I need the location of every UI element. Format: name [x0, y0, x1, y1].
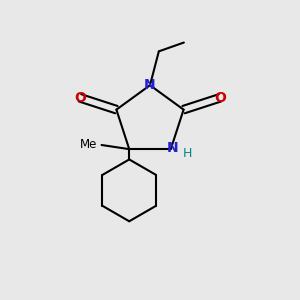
Text: N: N	[144, 78, 156, 92]
Text: N: N	[167, 141, 178, 155]
Text: H: H	[182, 147, 192, 160]
Text: Me: Me	[80, 139, 97, 152]
Text: O: O	[214, 91, 226, 105]
Text: O: O	[74, 91, 86, 105]
